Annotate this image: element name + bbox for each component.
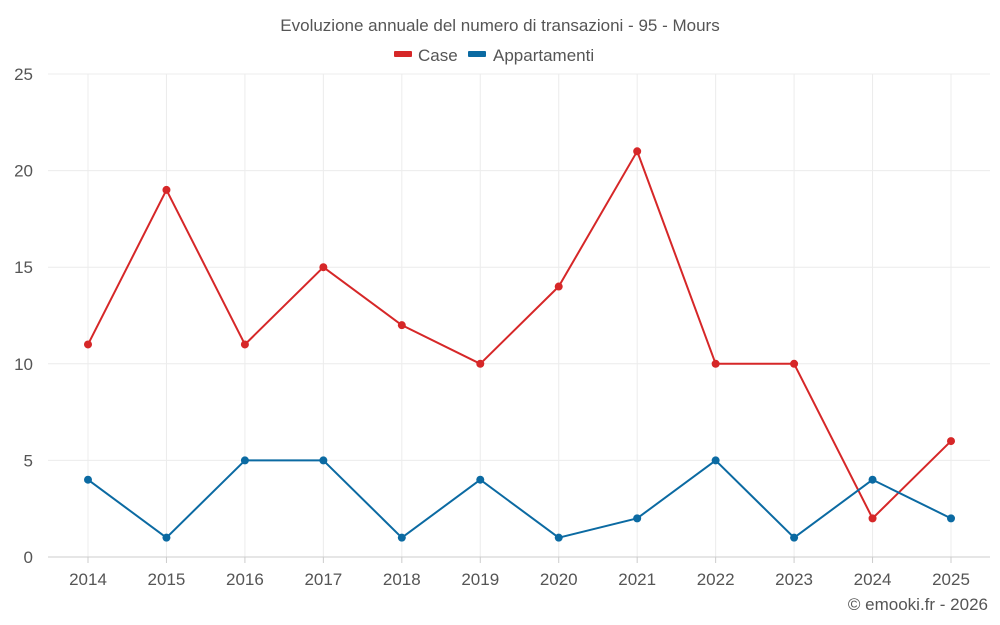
data-point-case[interactable]: [476, 359, 485, 368]
data-point-case[interactable]: [397, 321, 406, 330]
data-point-appartamenti[interactable]: [554, 533, 563, 542]
series-line-appartamenti: [87, 459, 952, 539]
data-point-appartamenti[interactable]: [162, 533, 171, 542]
x-tick-label: 2019: [461, 570, 499, 589]
legend-item-appartamenti[interactable]: Appartamenti: [468, 46, 594, 65]
data-point-case[interactable]: [711, 359, 720, 368]
legend-swatch-case: [394, 51, 412, 57]
y-tick-label: 15: [14, 258, 33, 277]
series: [84, 147, 955, 542]
data-point-case[interactable]: [162, 185, 171, 194]
y-tick-label: 25: [14, 65, 33, 84]
data-point-case[interactable]: [240, 340, 249, 349]
y-tick-label: 5: [24, 451, 33, 470]
x-tick-labels: 2014 2015 2016 2017 2018 2019 2020 2021 2022 2023…: [69, 570, 970, 589]
series-appartamenti: [84, 456, 955, 542]
legend-item-case[interactable]: Case: [394, 46, 458, 65]
y-tick-labels: 0 5 10 15 20 25: [14, 65, 33, 567]
grid: [48, 73, 990, 563]
data-point-appartamenti[interactable]: [947, 514, 955, 523]
data-point-case[interactable]: [947, 437, 955, 446]
data-point-case[interactable]: [868, 514, 877, 523]
x-tick-label: 2025: [932, 570, 970, 589]
data-point-appartamenti[interactable]: [633, 514, 642, 523]
y-tick-label: 10: [14, 355, 33, 374]
legend-label-appartamenti: Appartamenti: [493, 46, 594, 65]
series-line-case: [87, 150, 952, 520]
chart-title: Evoluzione annuale del numero di transaz…: [280, 16, 719, 35]
x-tick-label: 2023: [775, 570, 813, 589]
y-tick-label: 20: [14, 162, 33, 181]
x-tick-label: 2017: [304, 570, 342, 589]
series-case: [84, 147, 955, 523]
legend: Case Appartamenti: [394, 46, 594, 65]
x-tick-label: 2015: [148, 570, 186, 589]
credit-text: © emooki.fr - 2026: [848, 595, 988, 614]
x-tick-label: 2018: [383, 570, 421, 589]
x-tick-label: 2016: [226, 570, 264, 589]
data-point-case[interactable]: [633, 147, 642, 156]
data-point-case[interactable]: [790, 359, 799, 368]
y-tick-label: 0: [24, 548, 33, 567]
data-point-appartamenti[interactable]: [711, 456, 720, 465]
legend-label-case: Case: [418, 46, 458, 65]
data-point-appartamenti[interactable]: [790, 533, 799, 542]
data-point-appartamenti[interactable]: [240, 456, 249, 465]
data-point-case[interactable]: [554, 282, 563, 291]
data-point-appartamenti[interactable]: [397, 533, 406, 542]
legend-swatch-appartamenti: [468, 51, 486, 57]
x-tick-label: 2024: [854, 570, 892, 589]
data-point-appartamenti[interactable]: [84, 475, 92, 484]
data-point-appartamenti[interactable]: [476, 475, 485, 484]
x-tick-label: 2020: [540, 570, 578, 589]
x-tick-label: 2021: [618, 570, 656, 589]
data-point-case[interactable]: [319, 263, 328, 272]
data-point-appartamenti[interactable]: [319, 456, 328, 465]
data-point-case[interactable]: [84, 340, 92, 349]
x-tick-label: 2014: [69, 570, 107, 589]
x-tick-label: 2022: [697, 570, 735, 589]
data-point-appartamenti[interactable]: [868, 475, 877, 484]
